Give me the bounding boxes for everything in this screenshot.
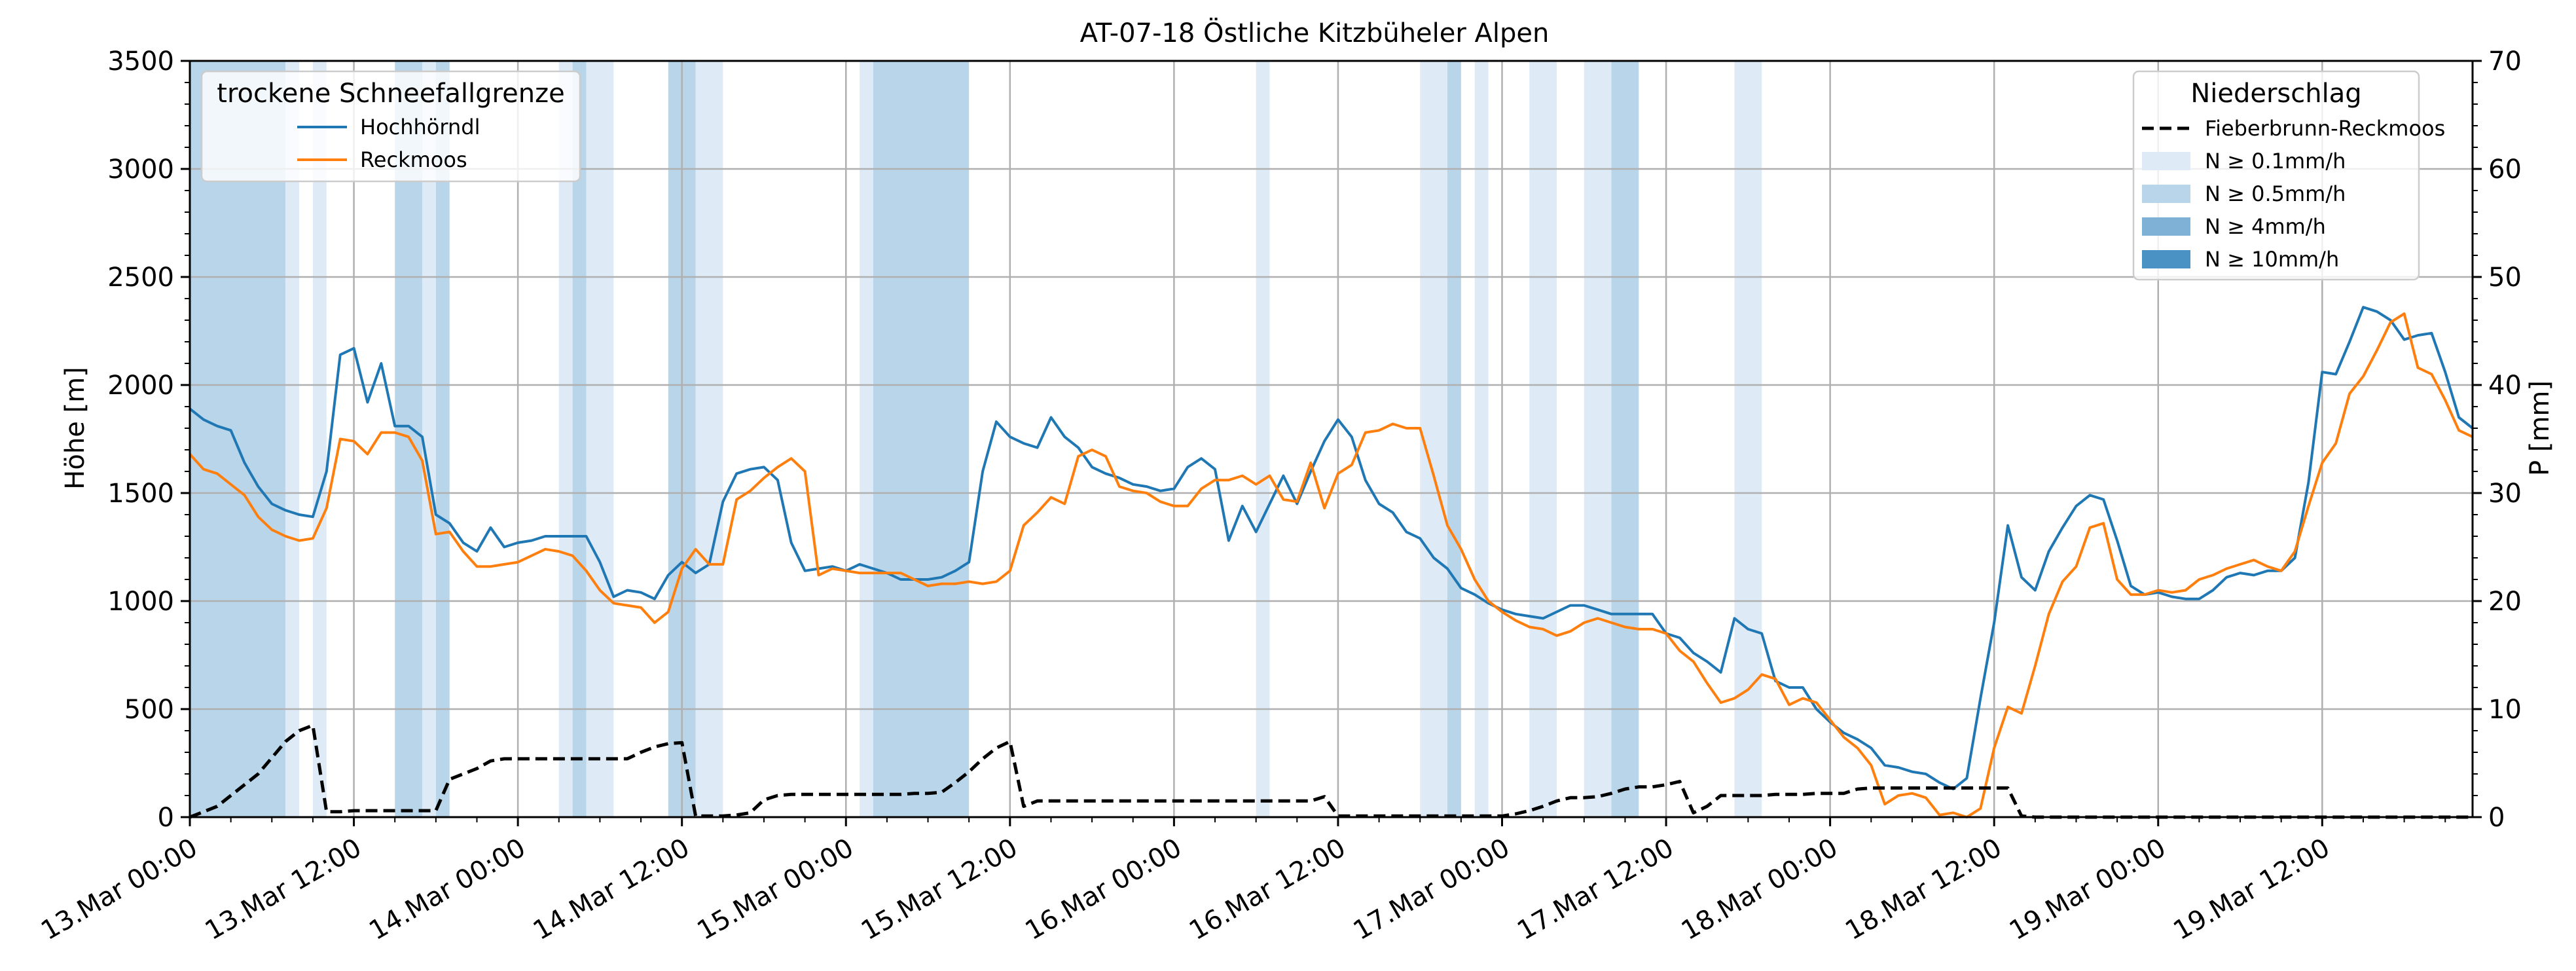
- precip-band: [1256, 61, 1270, 817]
- y-tick-label-left: 3500: [107, 46, 174, 77]
- y-tick-label-left: 3000: [107, 155, 174, 185]
- precip-band: [312, 61, 327, 817]
- precip-band: [1529, 61, 1557, 817]
- legend-right-label: N ≥ 4mm/h: [2205, 214, 2326, 239]
- y-tick-label-right: 50: [2488, 263, 2522, 293]
- precip-band: [860, 61, 874, 817]
- precip-band: [873, 61, 970, 817]
- y-tick-label-left: 500: [124, 695, 174, 725]
- y-tick-label-left: 1000: [107, 587, 174, 617]
- y-tick-label-right: 10: [2488, 695, 2522, 725]
- legend-precipitation: Niederschlag Fieberbrunn-Reckmoos N ≥ 0.1m…: [2132, 70, 2445, 281]
- precip-band: [1584, 61, 1612, 817]
- legend-left-label: Hochhörndl: [360, 115, 480, 139]
- chart-title: AT-07-18 Östliche Kitzbüheler Alpen: [1080, 17, 1550, 48]
- precip-band: [190, 61, 286, 817]
- y-tick-label-right: 0: [2488, 803, 2505, 833]
- legend-right-label: N ≥ 0.5mm/h: [2205, 181, 2346, 206]
- precip-band: [695, 61, 723, 817]
- precipitation-bands: [190, 61, 1762, 817]
- series-line-reckmoos: [189, 312, 2473, 818]
- precip-band: [1474, 61, 1489, 817]
- precip-band: [1420, 61, 1447, 817]
- legend-right-swatch-box: [2142, 152, 2190, 170]
- legend-right-label: Fieberbrunn-Reckmoos: [2205, 116, 2445, 141]
- precip-band: [1447, 61, 1461, 817]
- precip-band: [572, 61, 587, 817]
- y-tick-label-left: 2500: [107, 263, 174, 293]
- y-tick-label-right: 20: [2488, 587, 2522, 617]
- precip-band: [558, 61, 573, 817]
- legend-left-box: [200, 70, 581, 183]
- legend-right-swatch-box: [2142, 250, 2190, 268]
- plot-frame: [189, 60, 2474, 818]
- y-tick-label-right: 40: [2488, 371, 2522, 401]
- legend-left-label: Reckmoos: [360, 147, 467, 172]
- y-tick-label-right: 30: [2488, 479, 2522, 509]
- legend-right-label: N ≥ 0.1mm/h: [2205, 149, 2346, 174]
- y-tick-label-left: 2000: [107, 371, 174, 401]
- legend-left-title: trockene Schneefallgrenze: [217, 79, 564, 109]
- legend-right-box: [2132, 70, 2420, 281]
- legend-snowfall-line: trockene Schneefallgrenze Hochhörndl Reckm…: [200, 70, 581, 183]
- precip-band: [422, 61, 436, 817]
- precip-band: [435, 61, 450, 817]
- precip-band: [1734, 61, 1762, 817]
- precip-band: [586, 61, 614, 817]
- y-tick-label-left: 0: [158, 803, 174, 833]
- legend-right-swatch-box: [2142, 185, 2190, 203]
- y-tick-label-right: 60: [2488, 155, 2522, 185]
- legend-right-title: Niederschlag: [2190, 79, 2361, 109]
- y-tick-label-left: 1500: [107, 479, 174, 509]
- y-axis-label-right: P [mm]: [2525, 380, 2555, 476]
- legend-right-label: N ≥ 10mm/h: [2205, 247, 2339, 272]
- series-line-hochhoerndl: [189, 306, 2474, 791]
- legend-right-swatch-box: [2142, 217, 2190, 236]
- precip-band: [1611, 61, 1639, 817]
- y-tick-label-right: 70: [2488, 46, 2522, 77]
- y-axis-label-left: Höhe [m]: [60, 367, 90, 489]
- precip-band: [285, 61, 300, 817]
